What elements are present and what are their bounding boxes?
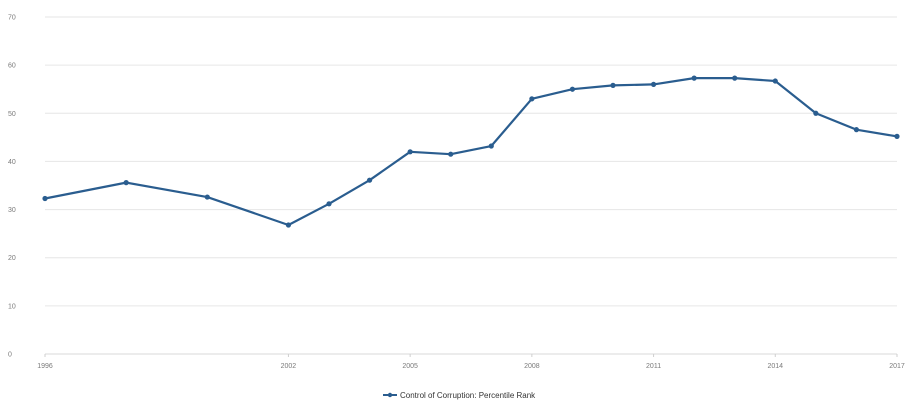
data-point: [529, 96, 535, 102]
series-line: [43, 77, 899, 227]
x-tick-label: 2002: [281, 363, 297, 370]
y-tick-label: 0: [8, 352, 12, 359]
x-tick-label: 2014: [767, 363, 783, 370]
data-point: [691, 75, 697, 81]
gridlines: [45, 16, 897, 355]
data-point: [732, 75, 738, 81]
data-point: [285, 222, 292, 228]
y-tick-label: 10: [8, 303, 16, 310]
x-tick-label: 2005: [402, 363, 418, 370]
y-tick-label: 20: [8, 255, 16, 262]
x-tick-label: 1996: [37, 363, 53, 370]
data-point: [610, 82, 616, 88]
data-point: [42, 195, 48, 202]
legend-marker: [387, 392, 393, 398]
data-point: [123, 180, 129, 186]
data-point: [569, 86, 576, 92]
y-tick-label: 40: [8, 159, 16, 166]
data-point: [894, 133, 900, 139]
data-point: [366, 177, 373, 183]
x-tick-label: 2008: [524, 363, 540, 370]
legend[interactable]: Control of Corruption: Percentile Rank: [383, 391, 536, 400]
data-point: [407, 149, 413, 155]
y-tick-label: 70: [8, 15, 16, 22]
y-tick-label: 30: [8, 207, 16, 214]
x-axis-ticks: 1996 2002 2005 2008 2011 2014 2017: [37, 354, 905, 370]
data-point: [204, 194, 210, 200]
data-point: [448, 151, 454, 157]
y-axis-ticks: 0 10 20 30 40 50 60 70: [8, 15, 16, 359]
data-point: [488, 143, 494, 149]
data-point: [772, 78, 778, 84]
y-tick-label: 50: [8, 111, 16, 118]
x-tick-label: 2011: [646, 363, 661, 370]
x-tick-label: 2017: [889, 363, 905, 370]
data-point: [813, 110, 819, 116]
y-tick-label: 60: [8, 63, 16, 70]
data-point: [326, 201, 332, 207]
data-point: [853, 127, 860, 133]
series-layer: [42, 75, 900, 228]
legend-label: Control of Corruption: Percentile Rank: [400, 391, 536, 400]
data-point: [650, 81, 657, 87]
